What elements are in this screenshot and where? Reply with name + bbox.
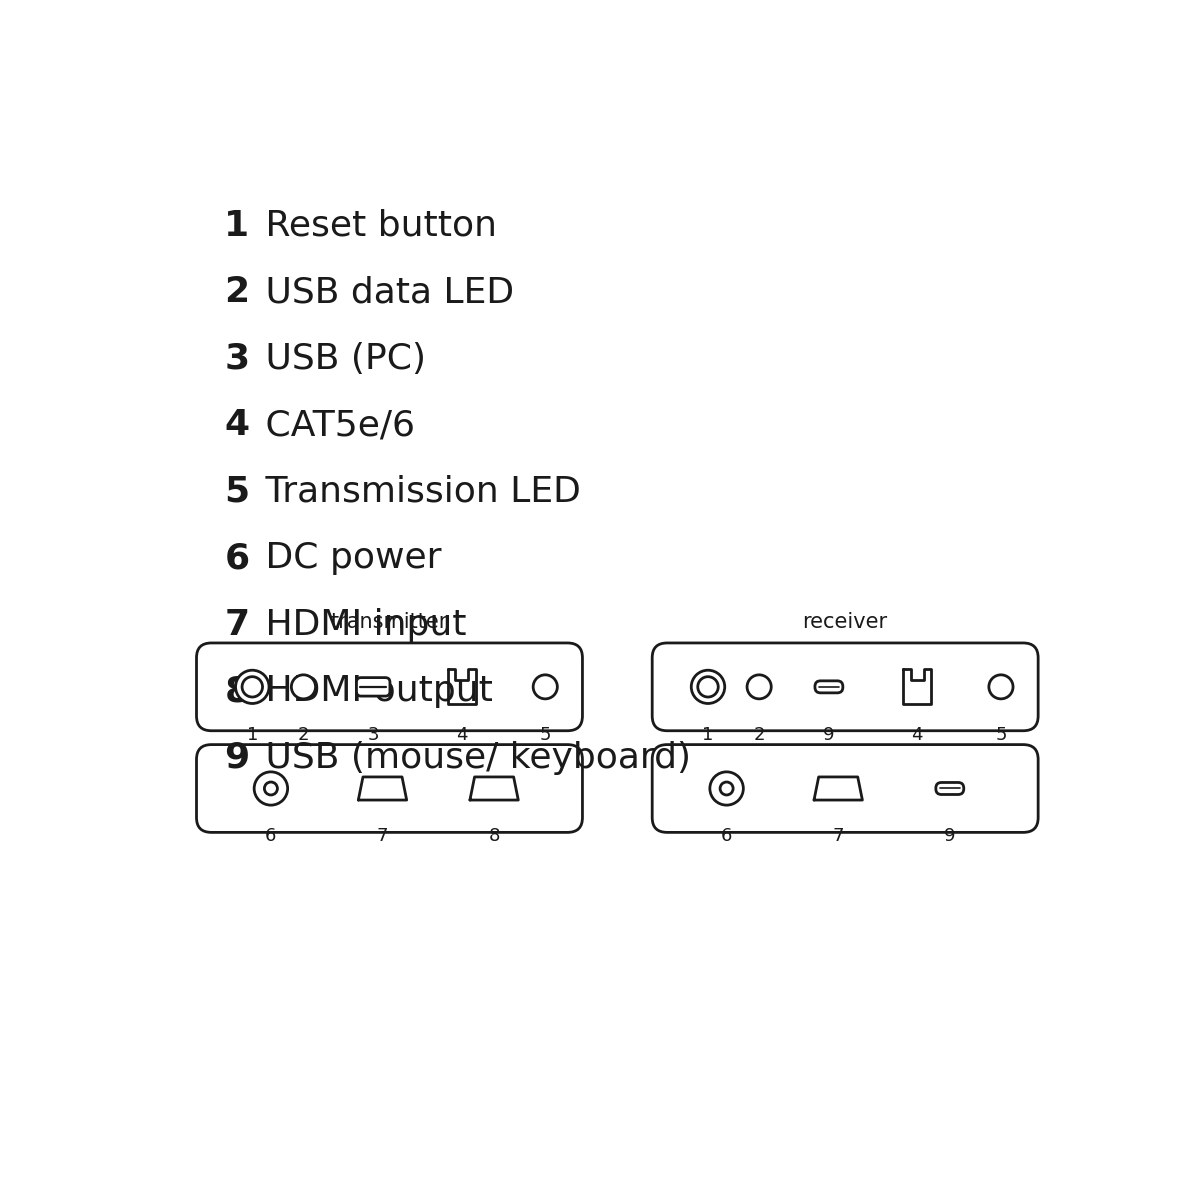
Text: 3: 3 [224,342,250,376]
FancyBboxPatch shape [815,680,842,692]
Text: DC power: DC power [254,541,442,575]
Text: 7: 7 [833,827,844,845]
Text: 4: 4 [224,408,250,443]
Text: 2: 2 [754,726,764,744]
Text: 8: 8 [488,827,499,845]
Circle shape [292,674,316,698]
Text: 1: 1 [247,726,258,744]
Text: 6: 6 [721,827,732,845]
Text: 5: 5 [540,726,551,744]
Text: USB data LED: USB data LED [254,275,515,310]
Text: CAT5e/6: CAT5e/6 [254,408,415,443]
Text: 2: 2 [298,726,310,744]
Text: Transmission LED: Transmission LED [254,475,581,509]
Text: Reset button: Reset button [254,209,497,242]
Text: 9: 9 [944,827,955,845]
Text: 4: 4 [912,726,923,744]
Text: USB (PC): USB (PC) [254,342,426,376]
Text: 4: 4 [456,726,467,744]
Circle shape [720,782,733,794]
Text: 2: 2 [224,275,250,310]
Text: 7: 7 [377,827,389,845]
Text: 9: 9 [224,740,250,775]
FancyBboxPatch shape [197,643,582,731]
Text: USB (mouse/ keyboard): USB (mouse/ keyboard) [254,740,691,775]
FancyBboxPatch shape [356,678,390,696]
Text: 9: 9 [823,726,835,744]
Text: 8: 8 [224,674,250,708]
Circle shape [748,674,772,698]
Text: HDMI output: HDMI output [254,674,493,708]
Text: 5: 5 [224,475,250,509]
FancyBboxPatch shape [653,744,1038,833]
Text: 1: 1 [702,726,714,744]
Text: 7: 7 [224,608,250,642]
Circle shape [989,674,1013,698]
Text: 6: 6 [224,541,250,575]
Text: transmitter: transmitter [331,612,448,632]
FancyBboxPatch shape [653,643,1038,731]
Circle shape [242,677,263,697]
Circle shape [235,671,269,703]
Circle shape [697,677,719,697]
Text: receiver: receiver [803,612,888,632]
Circle shape [691,671,725,703]
Circle shape [533,674,557,698]
Circle shape [254,772,288,805]
Circle shape [264,782,277,794]
Text: 3: 3 [367,726,379,744]
Text: 5: 5 [995,726,1007,744]
FancyBboxPatch shape [936,782,964,794]
Circle shape [710,772,743,805]
Text: 6: 6 [265,827,276,845]
Text: HDMI input: HDMI input [254,608,467,642]
FancyBboxPatch shape [197,744,582,833]
Text: 1: 1 [224,209,250,242]
